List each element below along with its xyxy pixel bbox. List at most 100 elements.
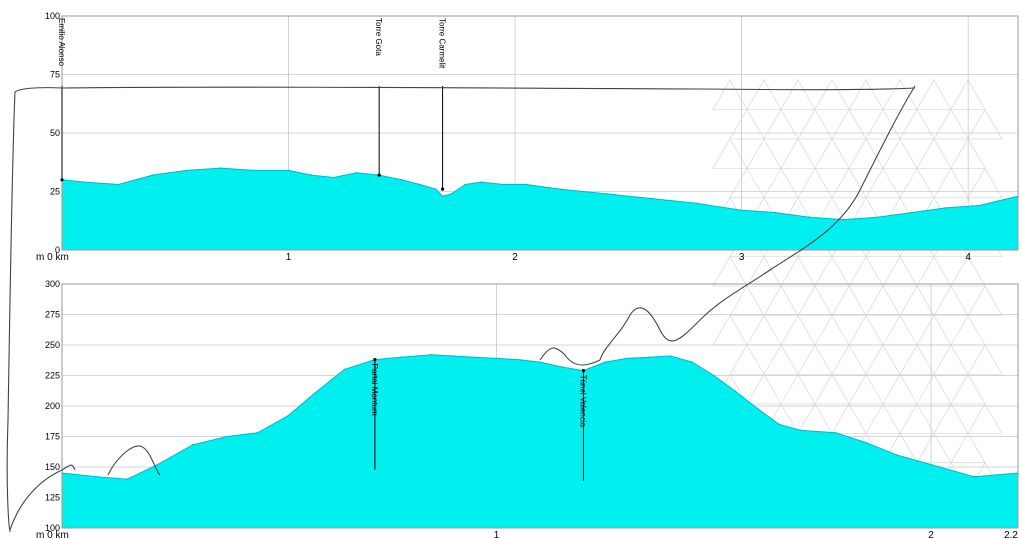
elevation-point-25 [713, 374, 715, 377]
pattern-triangle-90 [797, 403, 833, 434]
elevation-point-12 [401, 179, 403, 181]
pattern-triangle-12 [865, 108, 901, 140]
pattern-triangle-53 [882, 255, 918, 287]
pattern-triangle-93 [899, 403, 935, 434]
pattern-triangle-74 [797, 344, 833, 375]
pattern-triangle-75 [831, 344, 867, 375]
y-tick-label-2: 50 [50, 128, 60, 138]
pattern-triangle-21 [882, 138, 918, 169]
elevation-point-13 [452, 355, 454, 357]
pattern-triangle-18 [780, 138, 816, 169]
elevation-point-18 [480, 181, 482, 183]
elevation-point-4 [185, 169, 188, 172]
pattern-triangle-17 [746, 138, 782, 169]
top-elevation-chart: 0 25 50 75 100 1 2 3 4 m 0 km Emilio Alonso Torre G… [36, 11, 1019, 263]
pattern-triangle-0 [712, 79, 748, 110]
elevation-point-21 [559, 188, 562, 190]
elevation-point-34 [973, 476, 976, 478]
y-tick-label-5: 225 [45, 371, 60, 381]
pattern-triangle-25 [763, 167, 799, 199]
y-tick-label-4: 100 [45, 11, 60, 21]
pattern-triangle-31 [967, 167, 1003, 199]
elevation-area [61, 354, 1019, 529]
elevation-point-14 [435, 188, 437, 190]
elevation-point-30 [834, 432, 837, 434]
elevation-point-3 [151, 174, 154, 176]
pattern-triangle-52 [848, 255, 884, 287]
pattern-triangle-103 [950, 432, 986, 464]
annotation-dot-1 [581, 369, 586, 373]
y-tick-label-1: 125 [45, 493, 60, 503]
y-tick-label-3: 75 [50, 70, 60, 80]
pattern-triangle-20 [848, 138, 884, 169]
pattern-triangle-92 [865, 403, 901, 434]
y-tick-label-8: 300 [45, 279, 60, 289]
pattern-triangle-70 [916, 314, 952, 346]
elevation-point-23 [650, 197, 652, 200]
sketch-stroke-0 [61, 86, 916, 91]
pattern-triangle-61 [899, 285, 935, 316]
x-tick-label-2: 2.2 [1004, 530, 1018, 538]
pattern-triangle-8 [729, 108, 765, 140]
elevation-point-22 [647, 356, 650, 359]
elevation-point-2 [117, 183, 120, 186]
elevation-point-16 [450, 193, 453, 195]
pattern-triangle-9 [763, 108, 799, 140]
elevation-point-11 [400, 356, 402, 359]
elevation-point-31 [944, 207, 947, 209]
pattern-triangle-13 [899, 108, 935, 140]
annotation-dot-2 [440, 187, 445, 191]
pattern-triangle-62 [933, 285, 969, 316]
pattern-triangle-19 [814, 138, 850, 169]
elevation-point-18 [560, 366, 563, 368]
elevation-point-8 [313, 393, 315, 395]
pattern-triangle-15 [967, 108, 1003, 140]
x-unit-label: m 0 km [36, 530, 69, 538]
y-tick-label-3: 175 [45, 432, 60, 442]
elevation-point-9 [343, 368, 346, 371]
elevation-point-5 [226, 435, 228, 438]
x-tick-label-3: 4 [965, 252, 971, 263]
elevation-point-13 [419, 183, 421, 186]
elevation-point-31 [865, 441, 867, 444]
pattern-triangle-85 [882, 373, 918, 405]
elevation-point-30 [910, 211, 913, 214]
pattern-triangle-77 [899, 344, 935, 375]
elevation-point-27 [808, 216, 811, 218]
pattern-triangle-29 [899, 167, 935, 199]
pattern-triangle-28 [865, 167, 901, 199]
annotation-label-2: Torre Carmelit [438, 18, 447, 69]
y-tick-label-4: 200 [45, 401, 60, 411]
elevation-point-17 [464, 183, 467, 186]
pattern-triangle-68 [848, 314, 884, 346]
y-tick-label-6: 250 [45, 340, 60, 350]
annotation-label-0: Portal Montum [370, 364, 379, 416]
elevation-point-1 [83, 181, 86, 183]
pattern-triangle-67 [814, 314, 850, 346]
elevation-point-1 [96, 476, 98, 478]
elevation-point-20 [525, 183, 528, 186]
pattern-triangle-58 [797, 285, 833, 316]
pattern-triangle-26 [797, 167, 833, 199]
sketch-stroke-2 [599, 85, 916, 361]
elevation-point-7 [287, 415, 289, 417]
pattern-triangle-51 [814, 255, 850, 287]
pattern-triangle-73 [763, 344, 799, 375]
pattern-triangle-49 [746, 255, 782, 287]
pattern-triangle-83 [814, 373, 850, 405]
pattern-triangle-95 [967, 403, 1003, 434]
pattern-triangle-30 [933, 167, 969, 199]
elevation-point-7 [287, 169, 290, 172]
pattern-triangle-57 [763, 285, 799, 316]
elevation-point-23 [669, 355, 672, 357]
x-tick-label-1: 2 [512, 252, 518, 263]
elevation-point-32 [978, 204, 981, 207]
pattern-triangle-94 [933, 403, 969, 434]
elevation-point-32 [895, 454, 898, 456]
elevation-point-24 [695, 202, 698, 204]
pattern-triangle-2 [780, 79, 816, 110]
elevation-point-28 [842, 218, 845, 221]
elevation-point-27 [756, 407, 759, 410]
annotation-dot-0 [373, 358, 377, 362]
